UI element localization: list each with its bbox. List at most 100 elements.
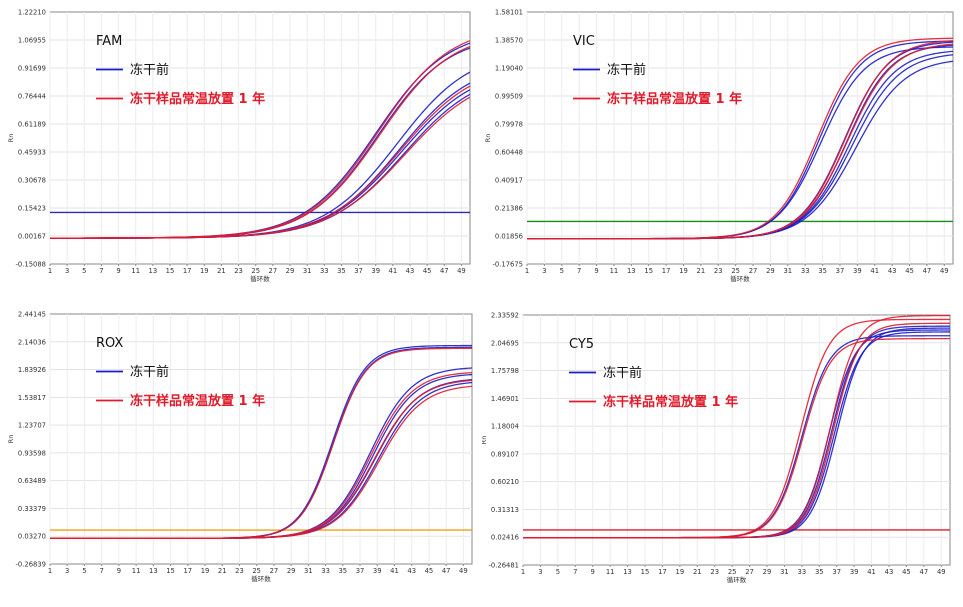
y-tick-label: 0.01856	[495, 233, 523, 241]
y-tick-label: 0.15423	[18, 205, 46, 213]
y-tick-label: -0.26481	[488, 562, 519, 570]
x-tick-label: 39	[373, 567, 382, 575]
y-tick-label: 1.46901	[491, 395, 519, 403]
x-tick-label: 45	[425, 567, 434, 575]
x-tick-label: 11	[606, 568, 615, 576]
x-tick-label: 1	[521, 568, 525, 576]
x-tick-label: 31	[303, 267, 312, 275]
x-tick-label: 49	[937, 568, 946, 576]
x-tick-label: 37	[356, 567, 365, 575]
x-tick-label: 11	[610, 267, 619, 275]
x-tick-label: 37	[836, 267, 845, 275]
x-tick-label: 47	[920, 568, 929, 576]
y-tick-label: 0.21386	[495, 205, 523, 213]
x-tick-label: 15	[641, 568, 650, 576]
x-tick-label: 49	[457, 267, 466, 275]
x-tick-label: 45	[905, 267, 914, 275]
x-tick-label: 17	[662, 267, 671, 275]
y-tick-label: 2.33592	[491, 312, 519, 320]
x-tick-label: 17	[658, 568, 667, 576]
plot-frame	[522, 314, 951, 566]
x-tick-label: 27	[270, 567, 279, 575]
vic-chart-panel: 1.58101 1.38570 1.19040 0.99509 0.79978 0.604…	[482, 0, 963, 300]
x-axis-label: 循环数	[730, 274, 750, 283]
x-tick-label: 31	[304, 567, 313, 575]
y-tick-label: 0.40917	[495, 177, 523, 185]
x-tick-label: 21	[217, 267, 226, 275]
x-tick-label: 3	[542, 267, 546, 275]
x-tick-label: 33	[801, 267, 810, 275]
x-tick-label: 17	[183, 267, 192, 275]
x-tick-label: 29	[286, 267, 295, 275]
x-tick-label: 7	[99, 267, 103, 275]
amplification-curve	[50, 385, 472, 539]
y-tick-label: -0.17675	[492, 261, 523, 269]
legend-label: 冻干样品常温放置 1 年	[603, 394, 738, 410]
x-tick-label: 27	[745, 568, 754, 576]
y-tick-label: 2.04695	[491, 339, 519, 347]
y-tick-label: 1.06955	[18, 37, 46, 45]
x-tick-label: 9	[117, 567, 121, 575]
x-tick-label: 17	[183, 567, 192, 575]
y-tick-label: 0.60448	[495, 149, 523, 157]
legend-label: 冻干前	[603, 365, 642, 381]
y-axis-label: Rn	[482, 436, 488, 445]
cy5-chart-panel: 2.33592 2.04695 1.75798 1.46901 1.18004 0.891…	[480, 302, 963, 602]
x-tick-label: 5	[82, 267, 86, 275]
y-tick-label: 0.99509	[495, 93, 523, 101]
y-tick-label: 0.03270	[18, 533, 46, 541]
x-tick-label: 21	[697, 267, 706, 275]
x-tick-label: 35	[815, 568, 824, 576]
vic-chart-svg: 1.58101 1.38570 1.19040 0.99509 0.79978 0.604…	[484, 9, 954, 283]
y-tick-label: 0.63489	[18, 477, 46, 485]
x-tick-label: 39	[853, 267, 862, 275]
y-tick-label: 1.58101	[495, 9, 523, 17]
x-tick-label: 49	[940, 267, 949, 275]
y-tick-label: -0.15088	[15, 261, 46, 269]
fam-chart-svg: 1.22210 1.06955 0.91699 0.76444 0.61189 0.459…	[7, 9, 471, 283]
x-tick-label: 21	[693, 568, 702, 576]
x-tick-label: 43	[885, 568, 894, 576]
x-tick-label: 21	[218, 567, 227, 575]
x-tick-label: 43	[407, 567, 416, 575]
y-tick-label: 0.45933	[18, 149, 46, 157]
x-axis-label: 循环数	[250, 274, 270, 283]
x-tick-label: 29	[287, 567, 296, 575]
y-tick-label: 0.89107	[491, 450, 519, 458]
x-tick-label: 33	[320, 267, 329, 275]
x-tick-label: 15	[166, 567, 175, 575]
amplification-curves	[50, 40, 470, 239]
plot-frame	[526, 11, 954, 265]
channel-title: FAM	[96, 34, 122, 49]
x-tick-label: 35	[338, 567, 347, 575]
y-tick-label: -0.26839	[15, 561, 46, 569]
amplification-curve	[50, 96, 470, 239]
y-tick-label: 0.61189	[18, 121, 46, 129]
x-tick-label: 23	[714, 267, 723, 275]
y-tick-label: 0.93598	[18, 449, 46, 457]
y-tick-label: 1.75798	[491, 367, 519, 375]
x-tick-label: 1	[525, 267, 529, 275]
x-tick-label: 29	[763, 568, 772, 576]
y-tick-label: 1.53817	[18, 394, 46, 402]
x-tick-label: 15	[166, 267, 175, 275]
x-tick-label: 13	[623, 568, 632, 576]
x-tick-label: 43	[888, 267, 897, 275]
x-tick-label: 31	[780, 568, 789, 576]
x-tick-label: 7	[100, 567, 104, 575]
legend-label: 冻干样品常温放置 1 年	[607, 91, 742, 107]
x-tick-label: 5	[82, 567, 86, 575]
x-tick-label: 27	[269, 267, 278, 275]
y-tick-label: 1.19040	[495, 65, 523, 73]
x-tick-label: 41	[867, 568, 876, 576]
y-axis-label: Rn	[7, 134, 15, 143]
amplification-curve	[523, 322, 950, 539]
x-tick-label: 15	[644, 267, 653, 275]
y-tick-label: 1.18004	[491, 423, 519, 431]
x-tick-label: 19	[676, 568, 685, 576]
x-tick-label: 13	[627, 267, 636, 275]
x-tick-label: 37	[354, 267, 363, 275]
x-tick-label: 35	[337, 267, 346, 275]
x-tick-label: 45	[423, 267, 432, 275]
